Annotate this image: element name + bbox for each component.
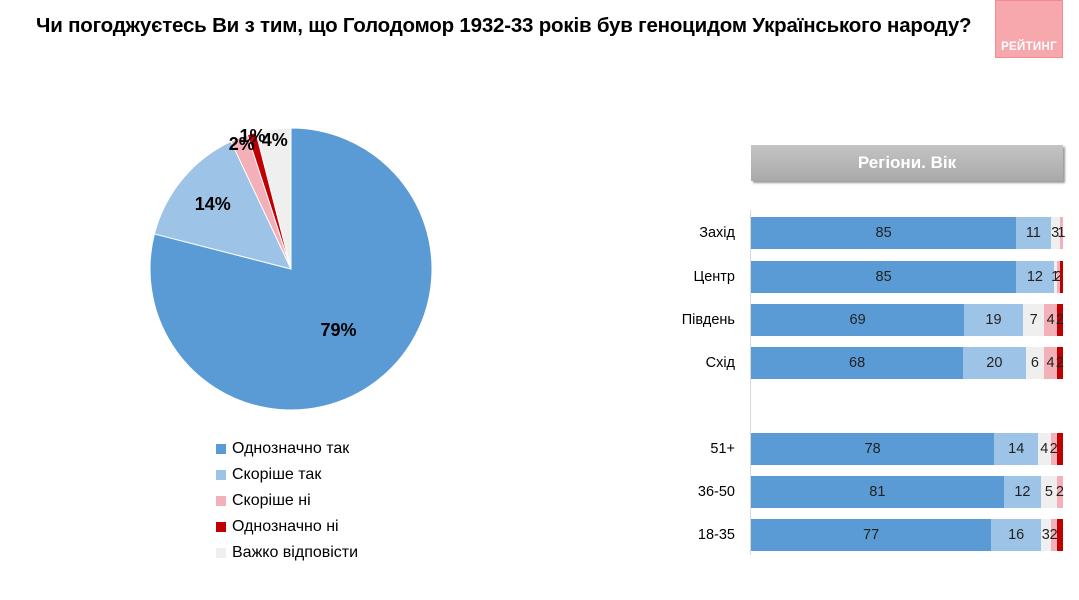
bar-segment: 85 bbox=[751, 261, 1017, 293]
pie-label-3: 1% bbox=[239, 125, 266, 146]
legend-item-2: Скоріше ні bbox=[216, 488, 358, 514]
legend-swatch bbox=[216, 522, 226, 532]
bar-segment: 68 bbox=[751, 347, 964, 379]
bar-segment: 2 bbox=[1054, 261, 1062, 293]
bar-segment: 69 bbox=[751, 304, 965, 336]
bar-segment: 12 bbox=[1016, 261, 1054, 293]
bar-segment: 2 bbox=[1050, 433, 1058, 465]
bar-segment: 2 bbox=[1050, 519, 1058, 551]
pie-label-4: 4% bbox=[261, 129, 288, 150]
bar-axis-line bbox=[750, 210, 751, 555]
legend-label: Важко відповісти bbox=[232, 544, 359, 561]
bar-row-1: 85 12 1 2 bbox=[751, 261, 1063, 293]
bar-segment: 3 bbox=[1050, 217, 1060, 249]
bar-segment: 77 bbox=[751, 519, 992, 551]
bar-segment: 4 bbox=[1044, 304, 1057, 336]
page-title: Чи погоджуєтесь Ви з тим, що Голодомор 1… bbox=[36, 14, 972, 37]
bar-row-4: 78 14 4 2 bbox=[751, 433, 1063, 465]
bar-segment: 3 bbox=[1041, 519, 1051, 551]
legend-item-3: Однозначно ні bbox=[216, 514, 358, 540]
bar-segment: 6 bbox=[1025, 347, 1045, 379]
legend-item-4: Важко відповісти bbox=[216, 540, 358, 566]
bar-segment: 4 bbox=[1044, 347, 1057, 379]
bar-segment: 1 bbox=[1057, 217, 1065, 249]
bar-row-label-1: Центр bbox=[693, 269, 735, 285]
pie-slice-1 bbox=[153, 140, 292, 270]
bar-segment: 2 bbox=[1056, 347, 1064, 379]
rating-logo: РЕЙТИНГ bbox=[995, 0, 1063, 58]
bar-segment: 4 bbox=[1038, 433, 1051, 465]
bar-segment: 14 bbox=[994, 433, 1039, 465]
bar-segment: 78 bbox=[751, 433, 995, 465]
legend-label: Однозначно так bbox=[232, 440, 350, 457]
pie-chart bbox=[149, 127, 433, 411]
legend-item-1: Скоріше так bbox=[216, 462, 358, 488]
bar-segment: 16 bbox=[991, 519, 1042, 551]
bar-segment: 20 bbox=[963, 347, 1026, 379]
bar-segment: 19 bbox=[964, 304, 1023, 336]
legend-swatch bbox=[216, 548, 226, 558]
bar-segment bbox=[1056, 433, 1063, 465]
bar-row-label-3: Схід bbox=[705, 355, 735, 371]
pie-label-1: 14% bbox=[194, 193, 231, 214]
bar-segment: 2 bbox=[1056, 476, 1064, 508]
bar-row-label-6: 18-35 bbox=[697, 527, 735, 543]
logo-text: РЕЙТИНГ bbox=[1001, 41, 1057, 53]
legend-swatch bbox=[216, 470, 226, 480]
bar-segment bbox=[1056, 519, 1063, 551]
pie-slice-4 bbox=[255, 127, 292, 270]
legend-swatch bbox=[216, 496, 226, 506]
bar-row-0: 85 11 3 1 bbox=[751, 217, 1065, 249]
bar-row-label-2: Південь bbox=[681, 312, 735, 328]
bar-segment: 2 bbox=[1056, 304, 1064, 336]
bar-segment: 81 bbox=[751, 476, 1004, 508]
region-age-header: Регіони. Вік bbox=[751, 145, 1063, 181]
bar-segment: 12 bbox=[1003, 476, 1042, 508]
pie-label-0: 79% bbox=[320, 319, 357, 340]
bar-row-2: 69 19 7 4 2 bbox=[751, 304, 1064, 336]
bar-segment: 7 bbox=[1022, 304, 1045, 336]
bar-row-3: 68 20 6 4 2 bbox=[751, 347, 1064, 379]
bar-row-5: 81 12 5 2 bbox=[751, 476, 1064, 508]
legend-item-0: Однозначно так bbox=[216, 436, 358, 462]
legend-label: Скоріше ні bbox=[232, 492, 311, 509]
bar-row-label-4: 51+ bbox=[710, 441, 735, 457]
bar-row-label-0: Захід bbox=[699, 225, 735, 241]
legend-swatch bbox=[216, 444, 226, 454]
bar-row-label-5: 36-50 bbox=[697, 484, 735, 500]
bar-segment: 85 bbox=[751, 217, 1017, 249]
legend-label: Скоріше так bbox=[232, 466, 322, 483]
bar-segment: 11 bbox=[1016, 217, 1051, 249]
bar-segment bbox=[1059, 261, 1063, 293]
bar-row-6: 77 16 3 2 bbox=[751, 519, 1063, 551]
legend-label: Однозначно ні bbox=[232, 518, 339, 535]
bar-segment: 1 bbox=[1051, 261, 1059, 293]
pie-label-2: 2% bbox=[228, 133, 255, 154]
pie-legend: Однозначно так Скоріше так Скоріше ні Одноз… bbox=[216, 436, 358, 566]
bar-segment: 5 bbox=[1041, 476, 1057, 508]
